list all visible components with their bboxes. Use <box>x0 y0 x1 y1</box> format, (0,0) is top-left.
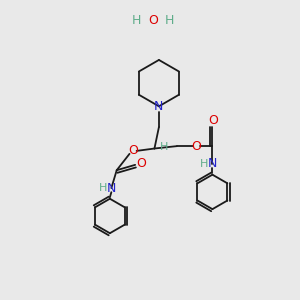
Text: N: N <box>154 100 164 113</box>
Text: N: N <box>208 158 217 170</box>
Text: H: H <box>132 14 141 27</box>
Text: N: N <box>107 182 116 194</box>
Text: O: O <box>128 144 138 158</box>
Text: H: H <box>160 142 168 152</box>
Text: O: O <box>136 157 146 170</box>
Text: H: H <box>200 159 208 169</box>
Text: O: O <box>208 114 218 128</box>
Text: H: H <box>165 14 174 27</box>
Text: H: H <box>99 183 107 193</box>
Text: O: O <box>191 140 201 153</box>
Text: O: O <box>148 14 158 27</box>
